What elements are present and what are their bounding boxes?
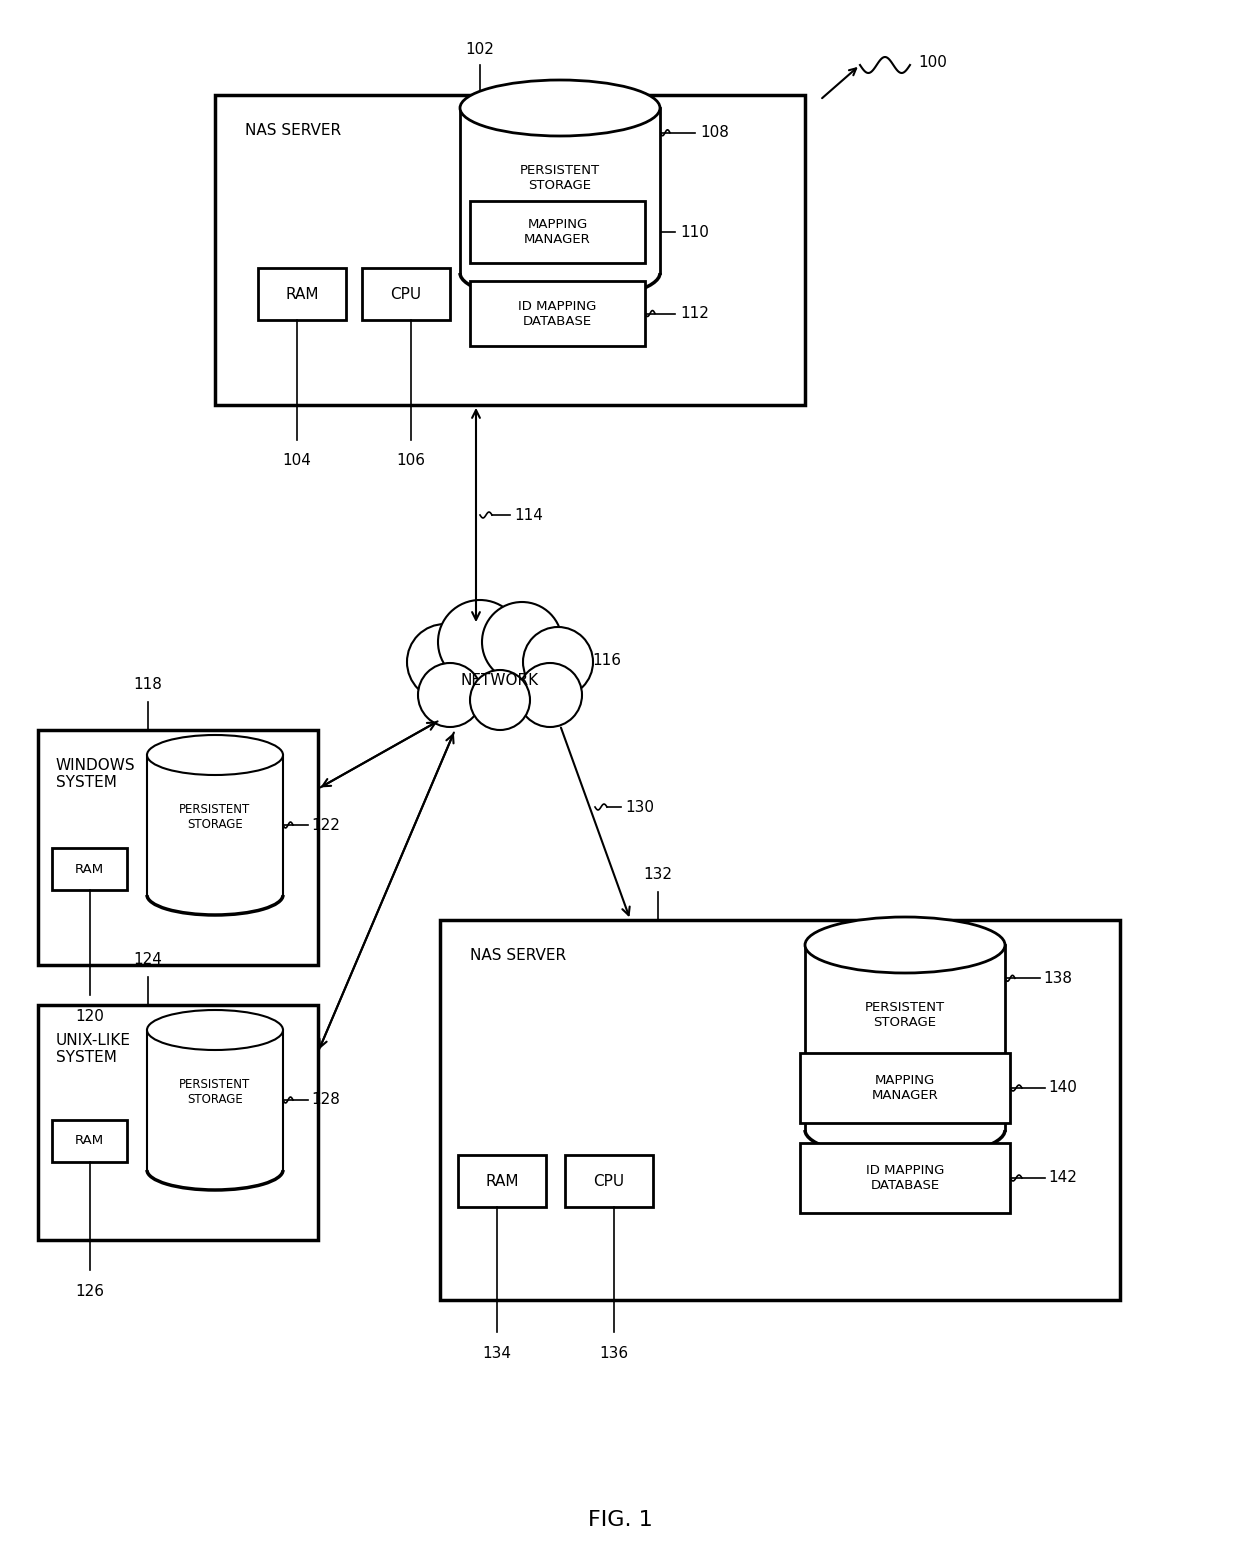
Text: 112: 112 — [680, 306, 709, 321]
Text: 102: 102 — [465, 42, 495, 56]
Bar — [565, 1156, 653, 1207]
Ellipse shape — [460, 80, 660, 136]
Bar — [258, 268, 346, 320]
Circle shape — [482, 602, 562, 682]
Text: CPU: CPU — [391, 287, 422, 301]
Text: 130: 130 — [625, 800, 653, 814]
Bar — [52, 1120, 126, 1162]
Bar — [440, 920, 1120, 1300]
Text: 100: 100 — [918, 55, 947, 69]
Text: NETWORK: NETWORK — [461, 673, 539, 687]
Text: 120: 120 — [76, 1008, 104, 1024]
Circle shape — [438, 601, 522, 684]
Text: PERSISTENT
STORAGE: PERSISTENT STORAGE — [180, 803, 250, 831]
Text: UNIX-LIKE
SYSTEM: UNIX-LIKE SYSTEM — [56, 1033, 131, 1065]
Text: 118: 118 — [134, 677, 162, 691]
Text: 108: 108 — [701, 125, 729, 140]
Text: RAM: RAM — [74, 1135, 104, 1148]
Bar — [458, 1156, 546, 1207]
Text: 138: 138 — [1043, 971, 1073, 986]
Text: PERSISTENT
STORAGE: PERSISTENT STORAGE — [180, 1079, 250, 1105]
Bar — [470, 281, 645, 347]
Text: 116: 116 — [591, 652, 621, 668]
Circle shape — [418, 663, 482, 728]
Text: 104: 104 — [283, 453, 311, 467]
Bar — [800, 1054, 1011, 1123]
Text: 122: 122 — [311, 817, 340, 833]
Text: ID MAPPING
DATABASE: ID MAPPING DATABASE — [518, 299, 596, 328]
Text: RAM: RAM — [74, 862, 104, 875]
Bar — [362, 268, 450, 320]
Bar — [148, 1030, 283, 1170]
Text: 124: 124 — [134, 952, 162, 967]
Bar — [215, 96, 805, 405]
Text: CPU: CPU — [594, 1173, 625, 1189]
Circle shape — [407, 624, 484, 699]
Text: NAS SERVER: NAS SERVER — [470, 949, 567, 963]
Text: ID MAPPING
DATABASE: ID MAPPING DATABASE — [866, 1163, 944, 1192]
Text: 134: 134 — [482, 1345, 511, 1361]
Text: 110: 110 — [680, 224, 709, 240]
Text: 136: 136 — [599, 1345, 629, 1361]
Text: PERSISTENT
STORAGE: PERSISTENT STORAGE — [866, 1000, 945, 1029]
Bar — [460, 108, 660, 273]
Circle shape — [518, 663, 582, 728]
Text: 132: 132 — [644, 867, 672, 883]
Text: 128: 128 — [311, 1093, 340, 1107]
Text: 140: 140 — [1048, 1080, 1076, 1096]
Text: PERSISTENT
STORAGE: PERSISTENT STORAGE — [520, 165, 600, 191]
Bar — [800, 1143, 1011, 1214]
Ellipse shape — [148, 1010, 283, 1051]
Text: FIG. 1: FIG. 1 — [588, 1510, 652, 1530]
Bar — [38, 1005, 317, 1240]
Text: NAS SERVER: NAS SERVER — [246, 122, 341, 138]
Circle shape — [470, 670, 529, 731]
Ellipse shape — [805, 917, 1004, 974]
Text: 106: 106 — [397, 453, 425, 467]
Bar — [52, 848, 126, 891]
Text: 126: 126 — [74, 1284, 104, 1298]
Text: MAPPING
MANAGER: MAPPING MANAGER — [525, 218, 591, 246]
Text: WINDOWS
SYSTEM: WINDOWS SYSTEM — [56, 757, 135, 790]
Text: RAM: RAM — [285, 287, 319, 301]
Bar — [148, 756, 283, 895]
Bar — [38, 731, 317, 964]
Ellipse shape — [148, 735, 283, 775]
Text: MAPPING
MANAGER: MAPPING MANAGER — [872, 1074, 939, 1102]
Text: RAM: RAM — [485, 1173, 518, 1189]
Text: 114: 114 — [515, 508, 543, 522]
Text: 142: 142 — [1048, 1170, 1076, 1185]
Bar — [805, 946, 1004, 1131]
Bar — [470, 201, 645, 263]
Circle shape — [523, 627, 593, 698]
